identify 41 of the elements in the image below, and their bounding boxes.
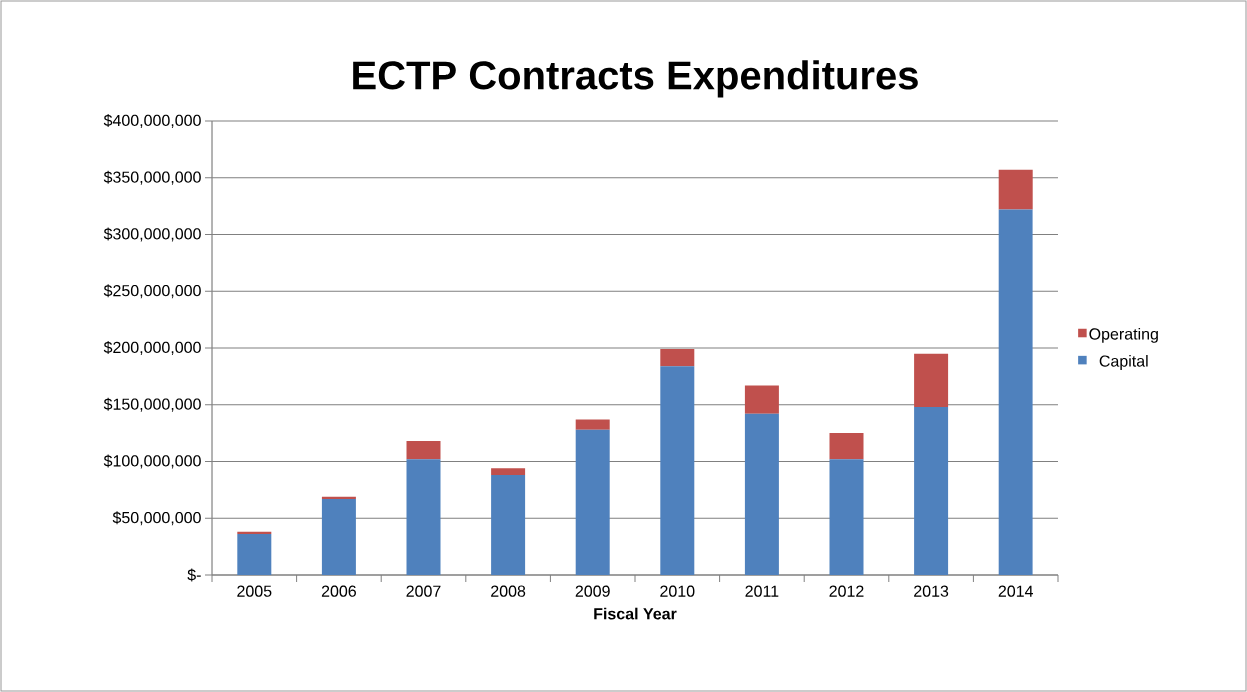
bar [744,385,779,414]
chart-title: ECTP Contracts Expenditures [353,60,918,98]
x-tick-label: 2006 [321,585,356,597]
bar [914,407,949,575]
legend-label: Capital [1099,354,1148,370]
bar [998,169,1033,210]
bar [914,353,949,408]
bar [660,349,695,367]
y-tick-label: $100,000,000 [103,454,201,469]
x-tick-label: 2014 [998,585,1034,597]
x-tick-label: 2013 [914,585,949,597]
y-tick-label: $400,000,000 [103,114,201,128]
x-tick-label: 2012 [829,585,864,597]
bar [829,433,864,460]
y-tick-label: $200,000,000 [103,341,201,355]
bar [491,468,526,476]
bar [575,419,610,430]
x-tick-label: 2005 [237,585,272,597]
bar [406,441,441,460]
bar [998,209,1033,575]
x-tick-label: 2008 [491,585,526,597]
x-tick-label: 2009 [575,585,610,597]
y-tick-label: $50,000,000 [112,511,201,526]
y-tick-label: $150,000,000 [103,397,201,412]
x-axis-title: Fiscal Year [594,607,677,620]
legend-label: Operating [1089,327,1158,343]
bar [321,498,356,575]
bar [406,459,441,575]
bar [491,475,526,575]
x-tick-label: 2007 [406,585,441,597]
bar [237,534,272,575]
x-tick-label: 2010 [660,585,695,597]
y-tick-label: $- [187,568,201,582]
bar [744,413,779,575]
y-tick-label: $350,000,000 [103,170,201,185]
y-tick-label: $250,000,000 [103,284,201,299]
bar [829,459,864,575]
bar [660,366,695,575]
y-tick-label: $300,000,000 [103,227,201,242]
bar [575,429,610,575]
x-tick-label: 2011 [745,585,779,597]
